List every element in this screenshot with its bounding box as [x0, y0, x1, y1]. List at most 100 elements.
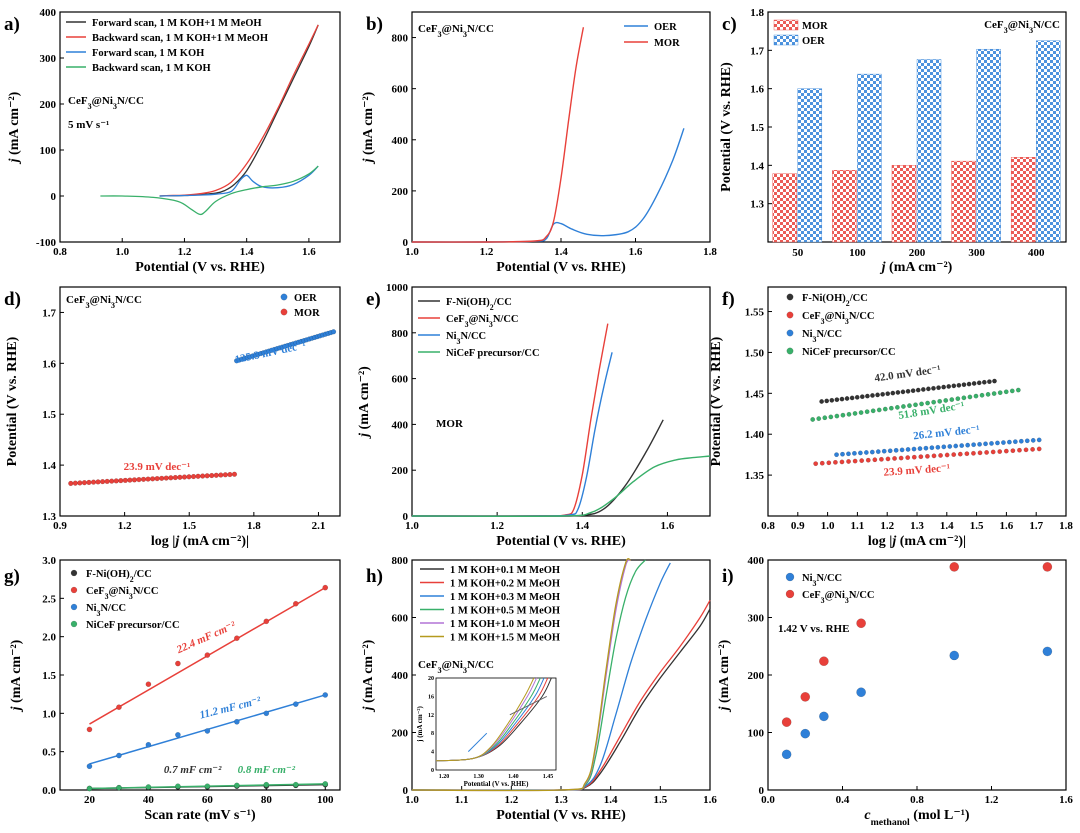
data-point: [935, 444, 941, 450]
data-point: [70, 586, 78, 594]
annotation-part: /CC: [849, 293, 868, 304]
data-point: [104, 478, 110, 485]
inset-y-tick-label: 4: [431, 750, 434, 756]
data-point: [77, 480, 83, 486]
x-axis-label-part: (mol L⁻¹): [910, 808, 970, 823]
data-point: [967, 394, 973, 400]
data-point: [949, 397, 955, 403]
bar: [772, 173, 798, 243]
x-axis-label-part: log |: [868, 534, 892, 549]
panel-label: h): [366, 566, 383, 587]
y-tick-label: 400: [40, 7, 57, 19]
x-axis-label: Potential (V vs. RHE): [135, 260, 265, 275]
data-point: [983, 441, 988, 447]
data-point: [204, 473, 210, 479]
data-point: [947, 443, 953, 449]
data-point: [880, 391, 886, 397]
data-point: [785, 572, 795, 582]
annotation-part: 3: [1029, 26, 1033, 35]
data-point: [1006, 439, 1012, 445]
inset-frame: [435, 677, 557, 771]
tafel-slope-label: 42.0 mV dec⁻¹: [874, 363, 942, 384]
panel-i: i)0.0 0.4 0.8 1.2 1.60100200300400Ni3N/CCCeF…: [717, 555, 1073, 828]
annotation-part: CeF: [984, 19, 1004, 31]
data-point: [233, 635, 240, 642]
data-point: [1000, 440, 1006, 445]
y-axis-label-part: (mA cm⁻²): [357, 366, 372, 433]
data-point: [263, 781, 270, 788]
data-point: [997, 449, 1003, 454]
data-point: [113, 478, 119, 484]
annotation: NiCeF precursor/CC: [86, 620, 180, 631]
x-tick-label: 1.6: [661, 520, 675, 532]
annotation-part: CeF: [68, 95, 88, 107]
data-point: [330, 329, 337, 335]
y-tick-label: 0.0: [42, 785, 56, 797]
data-point: [931, 453, 937, 459]
y-axis-label: Potential (V vs. RHE): [709, 336, 724, 466]
data-point: [222, 472, 229, 478]
annotation: CeF3@Ni3N/CC: [68, 95, 144, 111]
x-tick-label: 1.2: [178, 246, 192, 258]
annotation-part: N/CC: [849, 590, 875, 601]
series-line: [100, 165, 319, 216]
data-point: [68, 480, 74, 487]
plot-frame: [59, 286, 341, 517]
data-point: [870, 408, 876, 414]
data-point: [900, 404, 906, 409]
annotation-part: 3: [821, 317, 825, 326]
data-point: [992, 378, 997, 384]
data-point: [145, 784, 152, 790]
data-point: [99, 479, 106, 485]
annotation-part: /CC: [493, 297, 512, 308]
data-point: [905, 447, 911, 452]
data-point: [1042, 562, 1053, 572]
y-axis-label-part: Potential (V vs. RHE): [719, 62, 734, 192]
x-axis-label-part: j: [880, 260, 886, 275]
x-tick-label: 0.8: [910, 794, 924, 806]
x-tick-label: 1.5: [653, 794, 667, 806]
data-point: [971, 381, 977, 386]
x-tick-label: 40: [143, 794, 155, 806]
y-tick-label: 2.5: [42, 593, 56, 605]
data-point: [971, 442, 977, 448]
annotation-part: Ni: [86, 603, 97, 614]
legend-label: 1 M KOH+1.5 M MeOH: [450, 633, 560, 644]
data-point: [869, 449, 875, 455]
data-point: [961, 382, 967, 388]
data-point: [190, 473, 197, 480]
data-point: [70, 569, 78, 577]
annotation-part: NiCeF precursor/CC: [446, 348, 540, 359]
annotation-part: 3: [88, 102, 92, 111]
y-tick-label: 0: [403, 785, 409, 797]
x-tick-label: 1.0: [405, 520, 419, 532]
series-line: [411, 455, 711, 517]
annotation: CeF3@Ni3N/CC: [802, 590, 875, 605]
tafel-slope-label: 23.9 mV dec⁻¹: [124, 461, 191, 473]
legend-label: 1 M KOH+0.2 M MeOH: [450, 579, 560, 590]
data-point: [786, 329, 794, 337]
y-tick-label: 1.50: [745, 347, 765, 359]
annotation-part: 3: [463, 666, 467, 675]
data-point: [116, 704, 122, 711]
panel-c: c) 1.3 1.4 1.5 1.6 1.7 1.8 50 100 200 300 400 MOR OER…: [719, 7, 1067, 275]
x-tick-label: 60: [202, 794, 214, 806]
annotation-part: F-Ni(OH): [86, 569, 130, 580]
data-point: [1015, 387, 1021, 393]
bar: [1010, 157, 1036, 243]
x-axis-label: Scan rate (mV s⁻¹): [144, 808, 256, 823]
x-axis-label: log |j (mA cm⁻²)|: [868, 534, 966, 549]
y-tick-label: 600: [392, 613, 409, 625]
data-point: [175, 783, 181, 790]
data-point: [881, 448, 887, 454]
data-point: [72, 480, 78, 486]
x-axis-label-part: (mA cm⁻²)|: [896, 534, 966, 549]
x-tick-label: 1.6: [629, 246, 643, 258]
data-point: [839, 396, 845, 402]
data-point: [231, 471, 238, 477]
annotation-part: N/CC: [1033, 19, 1060, 31]
data-point: [839, 459, 845, 465]
annotation-part: 3: [457, 337, 461, 346]
panel-label: g): [4, 566, 20, 587]
